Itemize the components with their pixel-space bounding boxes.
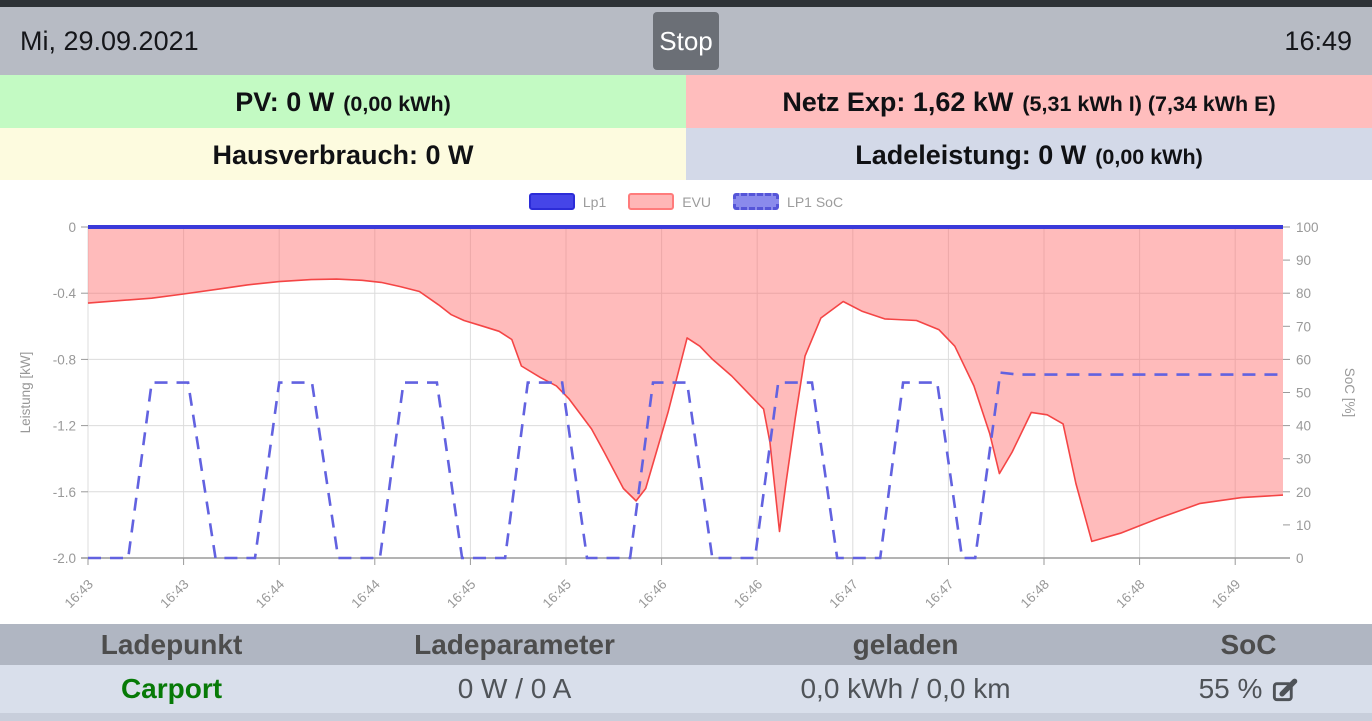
header-soc: SoC [1220,628,1277,660]
evu-area [88,227,1283,542]
svg-text:16:46: 16:46 [731,577,766,612]
legend-item-evu[interactable]: EVU [628,193,711,210]
chargepoint-table: Ladepunkt Ladeparameter geladen SoC Carp… [0,624,1372,721]
grid-export-status-cell: Netz Exp: 1,62 kW (5,31 kWh I) (7,34 kWh… [686,75,1372,128]
house-consumption-value: Hausverbrauch: 0 W [212,139,474,170]
evu-line [87,278,1284,543]
svg-text:90: 90 [1296,253,1311,268]
legend-item-lp1[interactable]: Lp1 [528,193,607,210]
lp1-swatch-icon [528,193,575,210]
chart-legend: Lp1 EVU LP1 SoC [0,193,1372,210]
svg-text:40: 40 [1296,419,1311,434]
svg-text:60: 60 [1296,352,1311,367]
left-axis-title: Leistung [kW] [18,352,33,434]
header-bar: Mi, 29.09.2021 Stop 16:49 [0,7,1372,75]
svg-text:20: 20 [1296,485,1311,500]
svg-text:16:48: 16:48 [1018,577,1053,612]
svg-text:-2.0: -2.0 [53,551,76,566]
pv-status-cell: PV: 0 W (0,00 kWh) [0,75,686,128]
pv-value: PV: 0 W [235,87,335,117]
legend-item-lp1-soc[interactable]: LP1 SoC [733,193,843,210]
svg-text:0: 0 [1296,551,1304,566]
svg-text:16:44: 16:44 [348,576,383,611]
svg-text:16:45: 16:45 [540,577,575,612]
lp1-soc-line [88,371,1283,560]
svg-text:10: 10 [1296,518,1311,533]
legend-label-evu: EVU [682,193,712,210]
lp1-soc-swatch-icon [733,193,780,210]
charge-power-value: Ladeleistung: 0 W [855,139,1087,170]
charged-amount: 0,0 kWh / 0,0 km [800,673,1011,704]
svg-text:16:43: 16:43 [62,577,97,612]
svg-text:16:49: 16:49 [1209,577,1244,612]
power-soc-chart: 16:43 16:43 16:44 16:44 16:45 16:45 16:46 16:46… [18,220,1357,612]
svg-text:16:47: 16:47 [922,577,957,612]
svg-text:-1.2: -1.2 [53,419,76,434]
grid-export-energy: (5,31 kWh I) (7,34 kWh E) [1022,92,1276,116]
header-geladen: geladen [852,628,959,660]
svg-text:-1.6: -1.6 [53,485,76,500]
bottom-strip [0,713,1372,721]
svg-text:0: 0 [68,220,76,235]
pv-energy: (0,00 kWh) [343,92,451,116]
svg-text:30: 30 [1296,452,1311,467]
table-header-row: Ladepunkt Ladeparameter geladen SoC [0,624,1372,665]
svg-text:100: 100 [1296,220,1319,235]
svg-text:16:48: 16:48 [1113,577,1148,612]
right-axis-title: SoC [%] [1342,368,1357,418]
chargepoint-name: Carport [120,673,223,704]
soc-cell: 55 % [1125,673,1372,705]
svg-text:16:46: 16:46 [635,577,670,612]
soc-value: 55 % [1198,673,1263,704]
time-label: 16:49 [1284,25,1352,56]
date-label: Mi, 29.09.2021 [20,25,199,56]
header-ladepunkt: Ladepunkt [100,628,243,660]
svg-text:16:44: 16:44 [253,576,288,611]
top-strip [0,0,1372,7]
charge-parameters: 0 W / 0 A [457,673,572,704]
evu-swatch-icon [628,193,675,210]
svg-text:-0.8: -0.8 [53,352,76,367]
legend-label-lp1: Lp1 [582,193,607,210]
svg-text:16:43: 16:43 [157,577,192,612]
svg-text:16:45: 16:45 [444,577,479,612]
svg-text:-0.4: -0.4 [53,286,77,301]
legend-label-lp1-soc: LP1 SoC [787,193,844,210]
svg-text:50: 50 [1296,386,1311,401]
charge-power-cell: Ladeleistung: 0 W (0,00 kWh) [686,127,1372,180]
table-row: Carport 0 W / 0 A 0,0 kWh / 0,0 km 55 % [0,665,1372,713]
svg-text:80: 80 [1296,286,1311,301]
header-ladeparameter: Ladeparameter [414,628,615,660]
charge-power-energy: (0,00 kWh) [1095,144,1203,169]
house-consumption-cell: Hausverbrauch: 0 W [0,127,686,180]
grid-export-value: Netz Exp: 1,62 kW [782,87,1014,117]
status-grid: PV: 0 W (0,00 kWh) Netz Exp: 1,62 kW (5,… [0,75,1372,180]
svg-text:16:47: 16:47 [826,577,861,612]
chart-section: Lp1 EVU LP1 SoC 16:43 16:43 16:44 16:44 16:4… [0,180,1372,624]
edit-soc-icon[interactable] [1271,676,1298,703]
svg-text:70: 70 [1296,319,1311,334]
stop-button[interactable]: Stop [653,12,719,70]
